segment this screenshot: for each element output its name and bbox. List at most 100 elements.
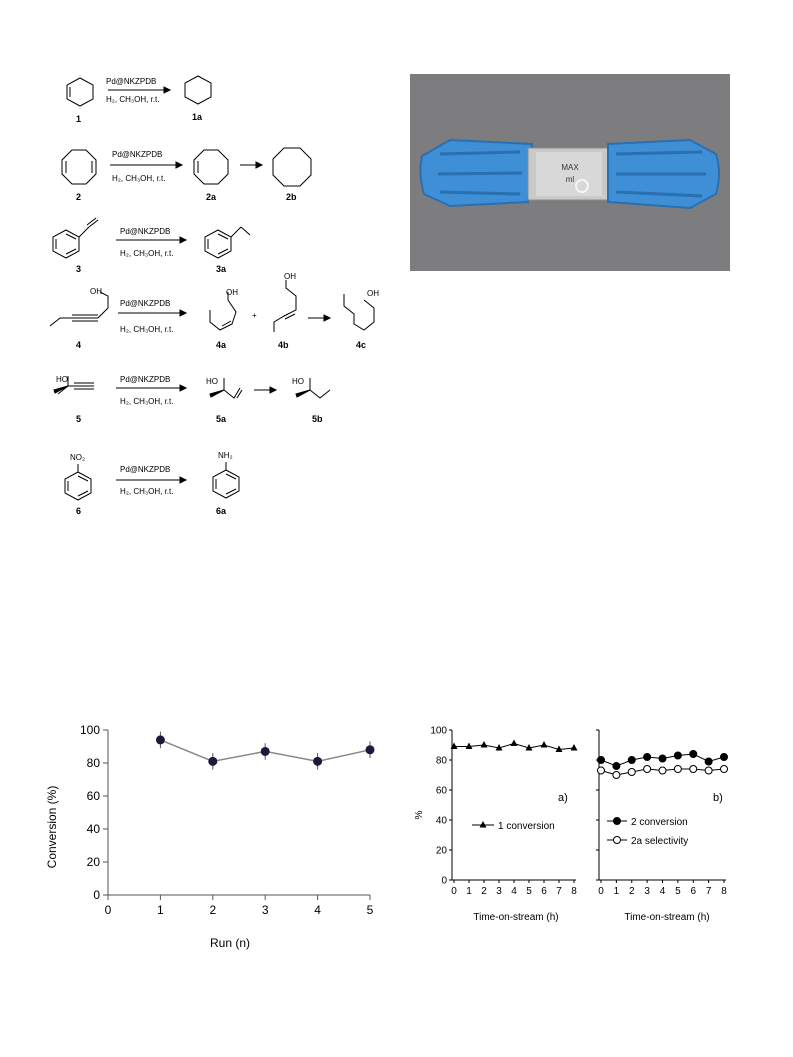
data-point <box>260 746 270 756</box>
data-point <box>627 756 636 764</box>
catalyst-cartridge-photo: MAX ml <box>410 74 730 271</box>
x-tick-label: 5 <box>367 903 374 917</box>
cartridge-label: MAX <box>561 163 579 172</box>
compound-label: 3a <box>216 264 227 274</box>
x-tick-label: 6 <box>541 886 547 897</box>
y-axis-label: Conversion (%) <box>45 786 59 869</box>
data-point <box>704 757 713 766</box>
amino-label: NH₂ <box>218 451 233 460</box>
arrow-head <box>163 86 172 94</box>
legend-marker <box>479 821 487 828</box>
hydroxyl-label: OH <box>367 289 379 298</box>
compound-label: 1a <box>192 112 203 122</box>
x-tick-label: 1 <box>614 886 620 897</box>
glass-column: MAX ml <box>527 147 611 201</box>
data-point <box>597 756 605 764</box>
legend-label: 2a selectivity <box>631 836 688 847</box>
hydroxyl-label: HO <box>292 377 304 386</box>
conditions-label: H₂, CH₃OH, r.t. <box>106 95 159 104</box>
data-point <box>495 744 503 751</box>
hydroxyl-label: HO <box>206 377 218 386</box>
data-point <box>704 766 713 775</box>
legend-label: 2 conversion <box>631 817 688 828</box>
reagent-label: Pd@NKZPDB <box>120 465 170 474</box>
y-tick-label: 100 <box>430 726 447 737</box>
panel-label: a) <box>558 792 568 804</box>
data-point <box>208 756 218 766</box>
x-tick-label: 2 <box>481 886 487 897</box>
conditions-label: H₂, CH₃OH, r.t. <box>120 397 173 406</box>
methylbutynol-structure <box>53 376 94 395</box>
methylbutanol-structure <box>295 378 331 399</box>
arrow-head <box>269 386 278 394</box>
x-tick-label: 4 <box>314 903 321 917</box>
x-tick-label: 2 <box>629 886 635 897</box>
compound-label: 2a <box>206 192 217 202</box>
data-point <box>689 765 698 773</box>
hexynol-structure <box>49 291 109 327</box>
compound-label: 5a <box>216 414 227 424</box>
aniline-structure <box>212 462 240 499</box>
left-blue-cap <box>419 138 534 208</box>
x-axis-label: Time-on-stream (h) <box>473 912 558 923</box>
conditions-label: H₂, CH₃OH, r.t. <box>120 487 173 496</box>
conditions-label: H₂, CH₃OH, r.t. <box>120 249 173 258</box>
y-tick-label: 40 <box>87 822 101 836</box>
y-axis-label: % <box>414 810 425 819</box>
compound-label: 3 <box>76 264 81 274</box>
arrow-head <box>179 384 188 392</box>
styrene-structure <box>52 217 99 259</box>
compound-label: 4b <box>278 340 289 350</box>
hydroxyl-label: OH <box>284 272 296 281</box>
x-tick-label: 0 <box>105 903 112 917</box>
compound-label: 5 <box>76 414 81 424</box>
cyclohexene-structure <box>66 77 94 107</box>
x-tick-label: 4 <box>511 886 517 897</box>
y-tick-label: 20 <box>87 855 101 869</box>
x-tick-label: 7 <box>556 886 562 897</box>
nitrobenzene-structure <box>64 464 92 501</box>
compound-label: 4a <box>216 340 227 350</box>
arrow-head <box>179 236 188 244</box>
hydroxyl-label: OH <box>226 288 238 297</box>
data-point <box>555 745 563 752</box>
legend-marker <box>613 817 621 825</box>
x-tick-label: 6 <box>690 886 696 897</box>
cis-hexenol-structure <box>209 292 237 331</box>
reagent-label: Pd@NKZPDB <box>120 375 170 384</box>
compound-label: 4 <box>76 340 81 350</box>
data-point <box>658 754 667 763</box>
reagent-label: Pd@NKZPDB <box>106 77 156 86</box>
x-tick-label: 8 <box>721 886 727 897</box>
hydroxyl-label: OH <box>90 287 102 296</box>
right-blue-cap <box>607 138 720 210</box>
data-point <box>720 765 728 773</box>
reagent-label: Pd@NKZPDB <box>112 150 162 159</box>
y-tick-label: 40 <box>436 816 448 827</box>
x-tick-label: 3 <box>496 886 502 897</box>
hydroxyl-label: HO <box>56 375 68 384</box>
compound-label: 6a <box>216 506 227 516</box>
x-tick-label: 4 <box>660 886 666 897</box>
data-point <box>627 768 636 776</box>
conditions-label: H₂, CH₃OH, r.t. <box>112 174 165 183</box>
data-point <box>365 745 375 755</box>
x-tick-label: 0 <box>598 886 604 897</box>
x-tick-label: 8 <box>571 886 577 897</box>
data-point <box>540 741 548 748</box>
x-axis-label: Time-on-stream (h) <box>624 912 709 923</box>
x-tick-label: 5 <box>675 886 681 897</box>
y-tick-label: 0 <box>93 888 100 902</box>
data-point <box>510 739 518 746</box>
x-tick-label: 3 <box>262 903 269 917</box>
x-axis-label: Run (n) <box>210 936 250 950</box>
panel-label: b) <box>713 792 723 804</box>
nitro-label: NO₂ <box>70 453 85 462</box>
hexanol-structure <box>343 294 375 331</box>
data-point <box>673 751 682 760</box>
data-point <box>689 750 698 758</box>
y-tick-label: 20 <box>436 846 448 857</box>
x-tick-label: 3 <box>644 886 650 897</box>
